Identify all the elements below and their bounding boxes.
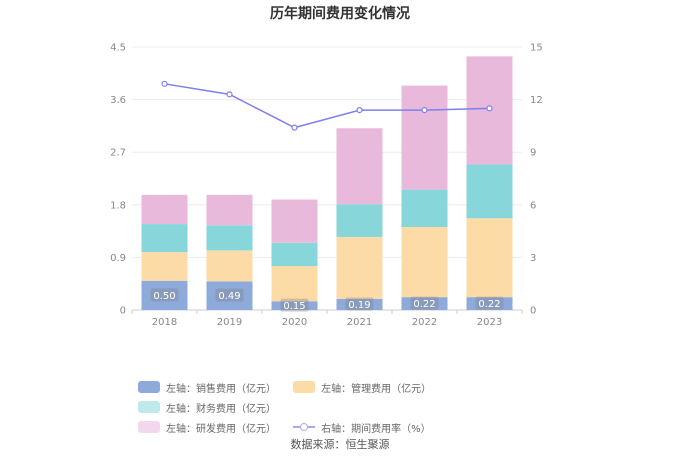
bar-segment-3 xyxy=(206,194,253,226)
x-axis-tick-label: 2018 xyxy=(152,317,177,328)
bar-segment-1 xyxy=(466,218,513,298)
legend-item-finance[interactable]: 左轴：财务费用（亿元） xyxy=(138,397,276,417)
bar-segment-3 xyxy=(271,199,318,243)
data-label-background xyxy=(410,296,439,310)
x-axis-tick-label: 2019 xyxy=(217,317,242,328)
chart-legend: 左轴：销售费用（亿元） 左轴：管理费用（亿元） 左轴：财务费用（亿元） 左轴：研… xyxy=(138,377,558,437)
data-label-background xyxy=(215,288,244,302)
legend-swatch-rnd xyxy=(138,421,160,433)
legend-item-expense-rate[interactable]: 右轴：期间费用率（%） xyxy=(293,417,431,437)
data-label: 0.22 xyxy=(413,299,435,310)
left-axis-tick-label: 1.8 xyxy=(110,200,126,211)
right-axis-tick-label: 6 xyxy=(530,200,536,211)
x-axis-tick-label: 2022 xyxy=(412,317,437,328)
bar-segment-2 xyxy=(336,204,383,237)
bar-segment-3 xyxy=(336,128,383,205)
bar-segment-2 xyxy=(141,224,188,253)
legend-label-sales: 左轴：销售费用（亿元） xyxy=(166,383,276,395)
legend-swatch-admin xyxy=(293,381,316,393)
bar-segment-2 xyxy=(466,164,513,219)
legend-swatch-sales xyxy=(138,381,160,393)
bar-segment-0 xyxy=(466,297,513,310)
right-axis-tick-label: 3 xyxy=(530,253,536,264)
right-axis-tick-label: 12 xyxy=(530,95,543,106)
x-axis-tick-label: 2021 xyxy=(347,317,372,328)
x-axis-tick-label: 2023 xyxy=(477,317,502,328)
bar-segment-0 xyxy=(206,281,253,310)
data-label: 0.50 xyxy=(153,291,175,302)
chart-title: 历年期间费用变化情况 xyxy=(270,6,410,22)
data-label: 0.49 xyxy=(218,291,240,302)
legend-item-rnd[interactable]: 左轴：研发费用（亿元） xyxy=(138,417,276,437)
left-axis-tick-label: 2.7 xyxy=(110,148,126,159)
x-axis-tick-label: 2020 xyxy=(282,317,307,328)
left-axis-tick-label: 0 xyxy=(120,306,126,317)
data-label: 0.19 xyxy=(348,300,370,311)
expense-rate-line xyxy=(164,83,490,129)
bar-segment-1 xyxy=(141,252,188,281)
bar-segment-0 xyxy=(271,301,318,310)
chart-plot: 0 0.9 1.8 2.7 3.6 4.5 0 3 6 9 12 15 2018 2019 2020 2021… xyxy=(110,43,543,329)
expense-rate-point xyxy=(421,107,428,114)
bar-segment-2 xyxy=(271,242,318,267)
right-axis-tick-label: 0 xyxy=(530,306,536,317)
bar-segment-2 xyxy=(206,225,253,251)
legend-item-sales[interactable]: 左轴：销售费用（亿元） xyxy=(138,377,276,397)
right-axis-tick-label: 15 xyxy=(530,43,543,54)
data-label: 0.15 xyxy=(283,301,305,312)
bar-segment-1 xyxy=(271,266,318,302)
data-label-background xyxy=(475,296,504,310)
data-label-background xyxy=(150,288,179,302)
legend-swatch-finance xyxy=(138,401,160,413)
bar-segment-0 xyxy=(141,280,188,310)
legend-label-finance: 左轴：财务费用（亿元） xyxy=(166,403,276,415)
data-label-background xyxy=(280,298,309,312)
legend-swatch-expense-rate xyxy=(293,421,316,433)
expense-rate-point xyxy=(356,107,363,114)
bar-segment-0 xyxy=(401,297,448,310)
expense-rate-point xyxy=(226,91,233,98)
bar-segment-0 xyxy=(336,298,383,310)
expense-rate-point xyxy=(161,80,168,87)
bar-segment-1 xyxy=(206,250,253,282)
left-axis-tick-label: 4.5 xyxy=(110,43,126,54)
legend-label-expense-rate: 右轴：期间费用率（%） xyxy=(321,423,431,435)
legend-label-rnd: 左轴：研发费用（亿元） xyxy=(166,423,276,435)
legend-item-admin[interactable]: 左轴：管理费用（亿元） xyxy=(293,377,431,397)
data-source: 数据来源：恒生聚源 xyxy=(290,438,390,451)
bar-segment-3 xyxy=(141,194,188,225)
left-axis-tick-label: 0.9 xyxy=(110,253,126,264)
expense-rate-point xyxy=(486,105,493,112)
legend-label-admin: 左轴：管理费用（亿元） xyxy=(321,383,432,395)
data-label-background xyxy=(345,297,374,311)
data-label: 0.22 xyxy=(478,299,500,310)
bar-segment-3 xyxy=(401,85,448,190)
left-axis-tick-label: 3.6 xyxy=(110,95,126,106)
bar-segment-1 xyxy=(336,236,383,299)
bar-segment-2 xyxy=(401,189,448,228)
bar-segment-1 xyxy=(401,227,448,298)
right-axis-tick-label: 9 xyxy=(530,148,536,159)
expense-rate-point xyxy=(291,124,298,131)
